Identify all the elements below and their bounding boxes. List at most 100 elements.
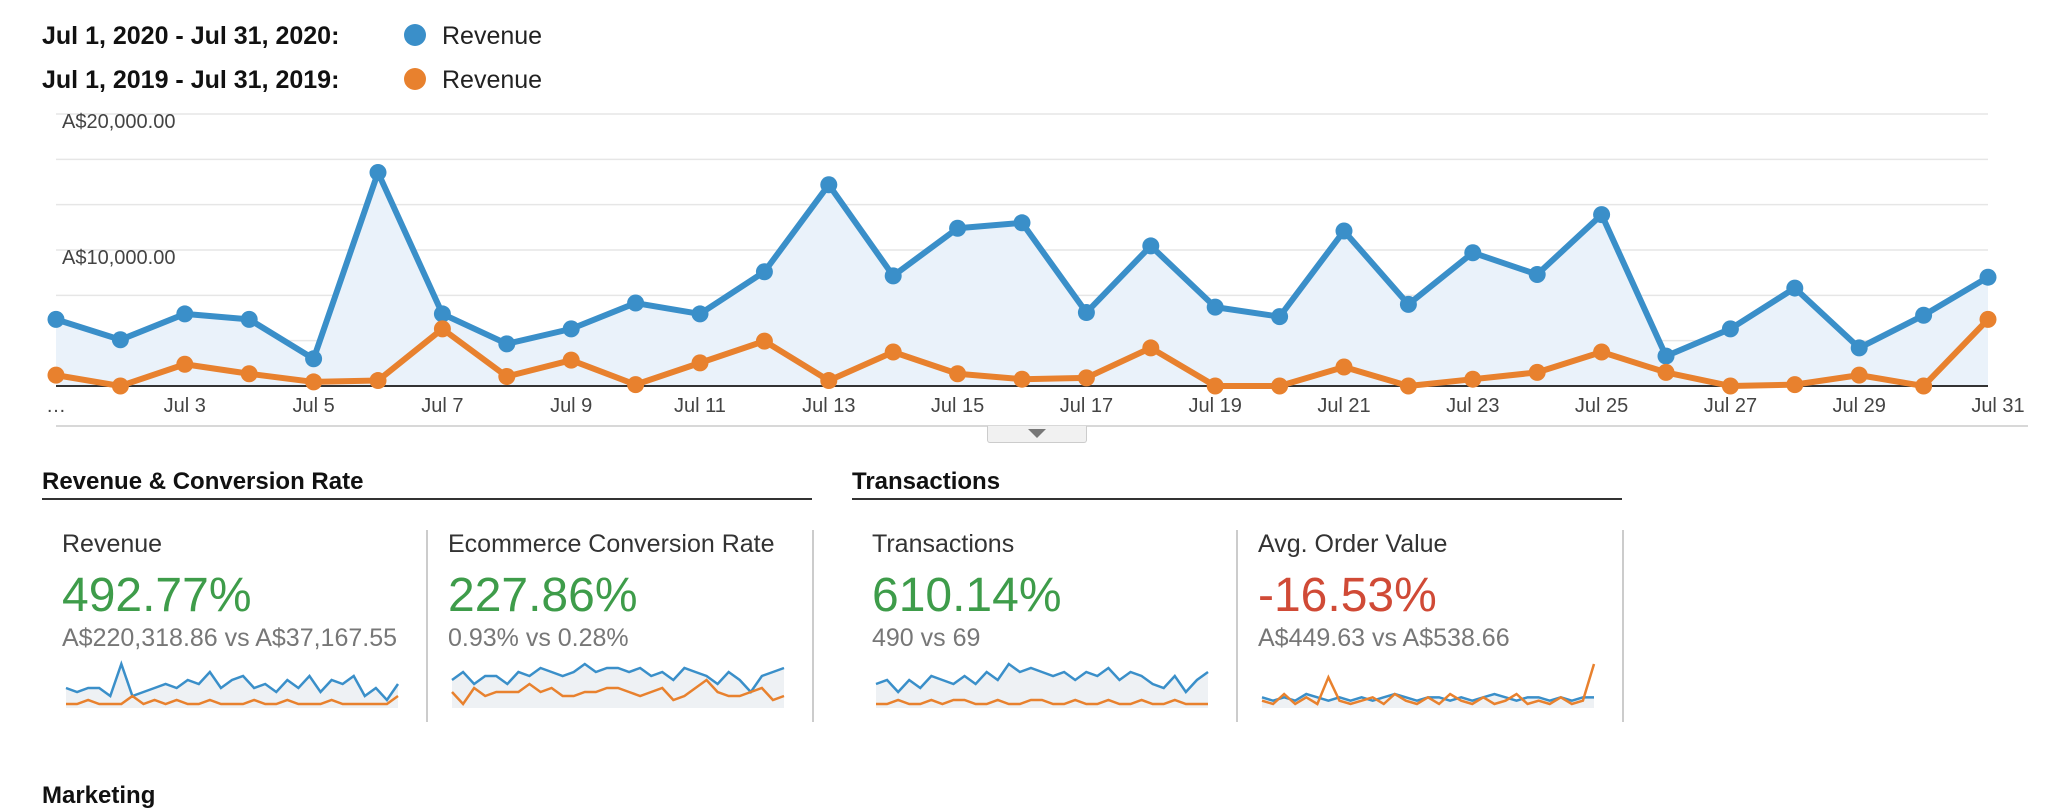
data-point-previous — [1593, 343, 1611, 361]
sparkline-previous — [1261, 663, 1596, 706]
metric-comparison: 0.93% vs 0.28% — [448, 624, 629, 652]
revenue-line-chart[interactable]: A$20,000.00 A$10,000.00 … Jul 3 Jul 5 Jul 7 Ju… — [0, 100, 2040, 430]
sparkline-area — [452, 664, 784, 708]
data-point-current — [305, 350, 323, 368]
metric-label: Avg. Order Value — [1258, 530, 1448, 558]
metric-change: 492.77% — [62, 569, 252, 622]
data-point-current — [1657, 347, 1675, 365]
data-point-previous — [1721, 377, 1739, 395]
data-point-current — [176, 305, 194, 323]
metric-card-revenue[interactable]: Revenue 492.77% A$220,318.86 vs A$37,167… — [42, 530, 428, 722]
data-point-current — [1786, 279, 1804, 297]
data-point-previous — [1979, 310, 1997, 328]
metric-change: -16.53% — [1258, 569, 1437, 622]
data-point-previous — [820, 372, 838, 390]
metric-label: Revenue — [62, 530, 163, 558]
data-point-current — [1850, 339, 1868, 357]
metric-comparison: A$220,318.86 vs A$37,167.55 — [62, 624, 398, 652]
data-point-previous — [47, 366, 65, 384]
data-point-current — [1206, 298, 1224, 316]
sparkline — [875, 662, 1209, 708]
data-point-current — [433, 305, 451, 323]
section-title-marketing: Marketing — [42, 782, 156, 809]
data-point-current — [820, 176, 838, 194]
data-point-previous — [1657, 363, 1675, 381]
data-point-previous — [1464, 370, 1482, 388]
data-point-previous — [1528, 363, 1546, 381]
metric-change: 610.14% — [872, 569, 1062, 622]
data-point-previous — [1335, 358, 1353, 376]
x-tick-label: Jul 9 — [550, 395, 592, 417]
data-point-current — [755, 263, 773, 281]
data-point-previous — [949, 365, 967, 383]
data-point-previous — [755, 332, 773, 350]
data-point-current — [691, 305, 709, 323]
x-tick-label: Jul 19 — [1189, 395, 1242, 417]
data-point-previous — [176, 355, 194, 373]
section-title-transactions: Transactions — [852, 468, 1622, 500]
x-tick-label: Jul 11 — [674, 395, 726, 417]
x-tick-label: Jul 21 — [1317, 395, 1370, 417]
x-tick-label: Jul 5 — [292, 395, 334, 417]
sparkline — [1261, 663, 1596, 708]
x-tick-label: Jul 7 — [421, 395, 463, 417]
metric-card-avg-order-value[interactable]: Avg. Order Value -16.53% A$449.63 vs A$5… — [1238, 530, 1624, 722]
sparkline-area — [876, 664, 1208, 708]
metric-label: Transactions — [872, 530, 1015, 558]
data-point-previous — [1915, 377, 1933, 395]
x-tick-label: Jul 13 — [802, 395, 855, 417]
metric-label: Ecommerce Conversion Rate — [448, 530, 775, 558]
data-point-current — [47, 310, 65, 328]
data-point-previous — [1077, 369, 1095, 387]
sparkline-area — [66, 664, 398, 708]
data-point-previous — [1271, 377, 1289, 395]
legend-dot-previous — [404, 68, 426, 90]
data-point-current — [1013, 214, 1031, 232]
chevron-down-icon — [1028, 429, 1046, 438]
section-title-revenue-conversion: Revenue & Conversion Rate — [42, 468, 812, 500]
data-point-previous — [240, 365, 258, 383]
x-tick-label: Jul 17 — [1060, 395, 1113, 417]
data-point-current — [1528, 265, 1546, 283]
legend-dot-current — [404, 24, 426, 46]
legend-series-current: Revenue — [442, 22, 543, 50]
data-point-previous — [433, 320, 451, 338]
data-point-current — [1464, 244, 1482, 262]
x-tick-label: Jul 3 — [164, 395, 206, 417]
data-point-previous — [1013, 370, 1031, 388]
data-point-current — [1979, 268, 1997, 286]
sparkline-current — [451, 662, 785, 694]
data-point-current — [240, 310, 258, 328]
data-point-current — [1721, 320, 1739, 338]
data-point-current — [369, 163, 387, 181]
sparkline — [451, 662, 785, 708]
sparkline-previous — [66, 694, 399, 706]
data-point-previous — [1142, 339, 1160, 357]
y-tick-label: A$10,000.00 — [62, 247, 175, 269]
data-point-previous — [691, 354, 709, 372]
x-tick-label: Jul 25 — [1575, 395, 1628, 417]
metric-comparison: A$449.63 vs A$538.66 — [1258, 624, 1510, 652]
data-point-previous — [884, 343, 902, 361]
data-point-previous — [1850, 366, 1868, 384]
data-point-previous — [562, 351, 580, 369]
data-point-current — [1142, 237, 1160, 255]
x-tick-label: Jul 31 — [1971, 395, 2024, 417]
data-point-current — [1399, 295, 1417, 313]
x-tick-label: … — [46, 395, 66, 417]
metric-card-conversion-rate[interactable]: Ecommerce Conversion Rate 227.86% 0.93% … — [428, 530, 814, 722]
series-area-current — [56, 172, 1988, 386]
chart-expand-toggle[interactable] — [987, 426, 1087, 443]
sparkline-current — [875, 662, 1209, 694]
sparkline-current — [65, 660, 400, 702]
data-point-previous — [498, 367, 516, 385]
data-point-current — [111, 331, 129, 349]
data-point-previous — [369, 372, 387, 390]
metric-card-transactions[interactable]: Transactions 610.14% 490 vs 69 — [852, 530, 1238, 722]
data-point-current — [1077, 304, 1095, 322]
data-point-current — [498, 335, 516, 353]
sparkline-previous — [876, 698, 1208, 706]
data-point-current — [562, 320, 580, 338]
sparkline-area — [1262, 694, 1594, 708]
data-point-previous — [627, 376, 645, 394]
